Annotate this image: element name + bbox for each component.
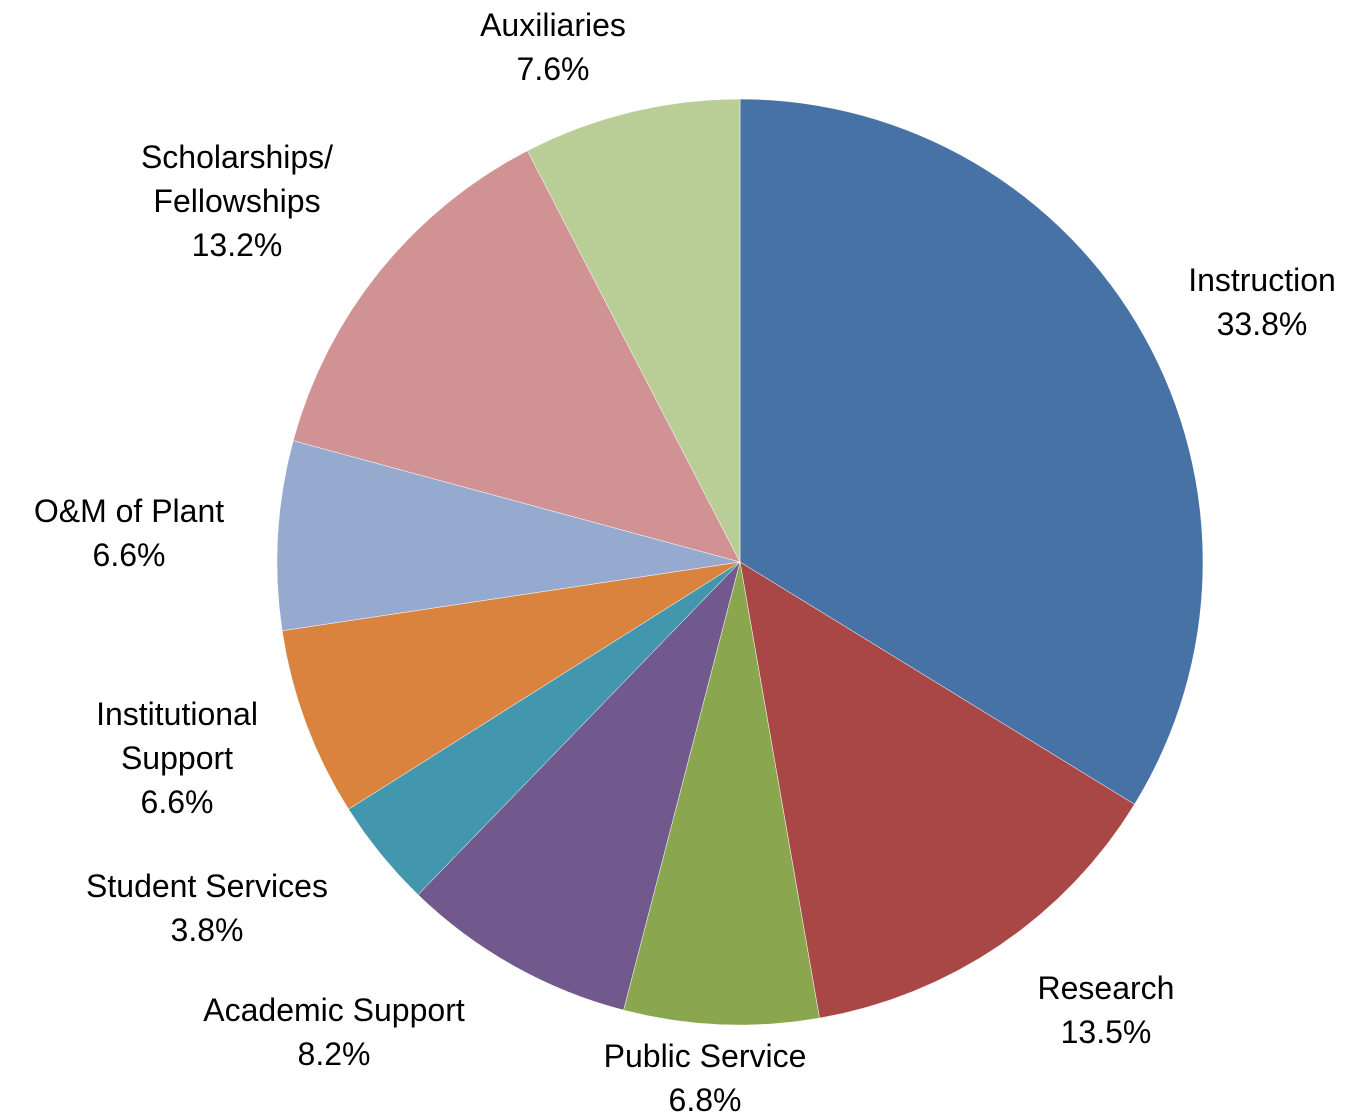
slice-category-label: O&M of Plant (34, 493, 224, 529)
slice-value-label: 6.8% (669, 1082, 742, 1118)
slice-label-student-services: Student Services 3.8% (86, 868, 328, 948)
slice-label-academic-support: Academic Support 8.2% (203, 992, 465, 1072)
slice-label-auxiliaries: Auxiliaries 7.6% (480, 7, 626, 87)
slice-label-o-m-of-plant: O&M of Plant 6.6% (34, 493, 224, 573)
slice-label-institutional-support: Institutional Support 6.6% (96, 696, 258, 820)
slice-value-label: 6.6% (93, 537, 166, 573)
slice-value-label: 13.2% (192, 227, 283, 263)
pie-slices (277, 99, 1203, 1025)
slice-category-label: Scholarships/ (141, 139, 333, 175)
slice-label-instruction: Instruction 33.8% (1188, 262, 1336, 342)
slice-value-label: 3.8% (171, 912, 244, 948)
slice-category-label: Public Service (604, 1038, 807, 1074)
slice-value-label: 13.5% (1061, 1014, 1152, 1050)
slice-value-label: 6.6% (141, 784, 214, 820)
slice-label-public-service: Public Service 6.8% (604, 1038, 807, 1118)
slice-category-label: Academic Support (203, 992, 465, 1028)
slice-value-label: 33.8% (1217, 306, 1308, 342)
slice-category-label: Support (121, 740, 233, 776)
slice-label-research: Research 13.5% (1038, 970, 1175, 1050)
slice-category-label: Student Services (86, 868, 328, 904)
slice-category-label: Fellowships (153, 183, 320, 219)
slice-category-label: Auxiliaries (480, 7, 626, 43)
slice-value-label: 8.2% (298, 1036, 371, 1072)
slice-value-label: 7.6% (517, 51, 590, 87)
slice-category-label: Institutional (96, 696, 258, 732)
slice-category-label: Research (1038, 970, 1175, 1006)
slice-category-label: Instruction (1188, 262, 1336, 298)
slice-label-scholarships-fellowships: Scholarships/Fellowships 13.2% (141, 139, 333, 263)
